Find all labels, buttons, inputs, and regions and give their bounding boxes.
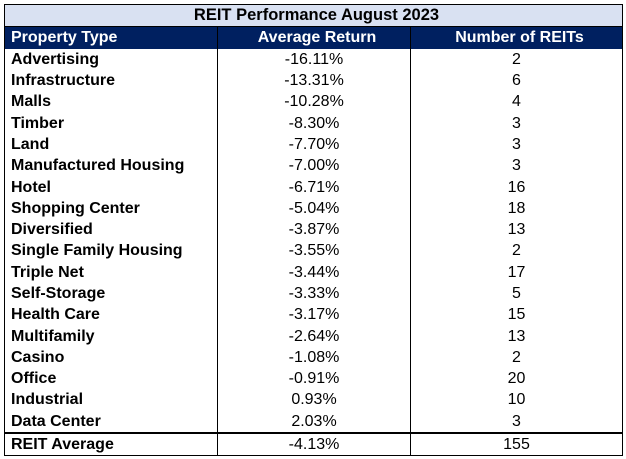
table-row: Triple Net -3.44% 17 xyxy=(4,261,623,283)
property-type-cell: Industrial xyxy=(4,389,218,411)
reit-count-cell: 5 xyxy=(410,282,623,305)
average-return-cell: -6.71% xyxy=(217,176,411,198)
average-return-cell: -2.64% xyxy=(217,325,411,347)
property-type-cell: Land xyxy=(4,133,218,156)
property-type-cell: Single Family Housing xyxy=(4,240,218,262)
table-body: Advertising -16.11% 2 Infrastructure -13.31%… xyxy=(4,48,623,433)
reit-count-cell: 4 xyxy=(410,91,623,113)
average-return-cell: -3.17% xyxy=(217,304,411,326)
reit-count-cell: 3 xyxy=(410,410,623,433)
reit-count-cell: 15 xyxy=(410,304,623,326)
table-row: Single Family Housing -3.55% 2 xyxy=(4,240,623,262)
table-row: Hotel -6.71% 16 xyxy=(4,176,623,198)
table-row: Advertising -16.11% 2 xyxy=(4,48,623,70)
average-return-cell: 0.93% xyxy=(217,389,411,411)
property-type-cell: Multifamily xyxy=(4,325,218,347)
average-return-cell: -3.55% xyxy=(217,240,411,262)
reit-count-cell: 17 xyxy=(410,261,623,283)
reit-count-cell: 20 xyxy=(410,368,623,390)
average-return-cell: -5.04% xyxy=(217,197,411,219)
property-type-cell: Triple Net xyxy=(4,261,218,283)
table-row: Industrial 0.93% 10 xyxy=(4,389,623,411)
reit-count-cell: 10 xyxy=(410,389,623,411)
column-header-number-of-reits: Number of REITs xyxy=(410,26,623,49)
table-row: Manufactured Housing -7.00% 3 xyxy=(4,155,623,177)
property-type-cell: Infrastructure xyxy=(4,69,218,92)
average-return-cell: -0.91% xyxy=(217,368,411,390)
property-type-cell: Hotel xyxy=(4,176,218,198)
table-row: Shopping Center -5.04% 18 xyxy=(4,197,623,219)
column-header-property-type: Property Type xyxy=(4,26,218,49)
average-row: REIT Average -4.13% 155 xyxy=(4,431,623,457)
average-return-cell: -16.11% xyxy=(217,48,411,70)
reit-count-cell: 13 xyxy=(410,218,623,241)
average-return-cell: -3.44% xyxy=(217,261,411,283)
average-return-cell: -13.31% xyxy=(217,69,411,92)
column-header-average-return: Average Return xyxy=(217,26,411,49)
property-type-cell: Casino xyxy=(4,346,218,369)
reit-performance-table: REIT Performance August 2023 Property Ty… xyxy=(4,3,623,457)
property-type-cell: Data Center xyxy=(4,410,218,433)
reit-count-cell: 13 xyxy=(410,325,623,347)
average-return: -4.13% xyxy=(217,431,411,457)
reit-count-cell: 3 xyxy=(410,155,623,177)
average-return-cell: -3.33% xyxy=(217,282,411,305)
average-return-cell: -1.08% xyxy=(217,346,411,369)
property-type-cell: Manufactured Housing xyxy=(4,155,218,177)
property-type-cell: Diversified xyxy=(4,218,218,241)
average-return-cell: -3.87% xyxy=(217,218,411,241)
table-row: Multifamily -2.64% 13 xyxy=(4,325,623,347)
property-type-cell: Timber xyxy=(4,112,218,134)
average-return-cell: -7.70% xyxy=(217,133,411,156)
table-title-row: REIT Performance August 2023 xyxy=(4,3,623,28)
property-type-cell: Health Care xyxy=(4,304,218,326)
reit-table-container: REIT Performance August 2023 Property Ty… xyxy=(4,3,623,457)
table-row: Infrastructure -13.31% 6 xyxy=(4,69,623,92)
average-return-cell: 2.03% xyxy=(217,410,411,433)
table-header-row: Property Type Average Return Number of R… xyxy=(4,26,623,49)
table-row: Data Center 2.03% 3 xyxy=(4,410,623,433)
table-row: Land -7.70% 3 xyxy=(4,133,623,156)
average-return-cell: -10.28% xyxy=(217,91,411,113)
table-row: Timber -8.30% 3 xyxy=(4,112,623,134)
average-count: 155 xyxy=(410,431,623,457)
reit-count-cell: 3 xyxy=(410,133,623,156)
property-type-cell: Shopping Center xyxy=(4,197,218,219)
reit-count-cell: 2 xyxy=(410,346,623,369)
average-return-cell: -7.00% xyxy=(217,155,411,177)
table-row: Casino -1.08% 2 xyxy=(4,346,623,369)
average-return-cell: -8.30% xyxy=(217,112,411,134)
property-type-cell: Office xyxy=(4,368,218,390)
reit-count-cell: 16 xyxy=(410,176,623,198)
reit-count-cell: 2 xyxy=(410,48,623,70)
property-type-cell: Advertising xyxy=(4,48,218,70)
table-title: REIT Performance August 2023 xyxy=(4,3,623,28)
reit-count-cell: 18 xyxy=(410,197,623,219)
property-type-cell: Self-Storage xyxy=(4,282,218,305)
table-row: Malls -10.28% 4 xyxy=(4,91,623,113)
table-row: Self-Storage -3.33% 5 xyxy=(4,282,623,305)
table-row: Office -0.91% 20 xyxy=(4,368,623,390)
reit-count-cell: 6 xyxy=(410,69,623,92)
reit-count-cell: 2 xyxy=(410,240,623,262)
table-row: Health Care -3.17% 15 xyxy=(4,304,623,326)
table-row: Diversified -3.87% 13 xyxy=(4,218,623,241)
average-label: REIT Average xyxy=(4,431,218,457)
reit-count-cell: 3 xyxy=(410,112,623,134)
property-type-cell: Malls xyxy=(4,91,218,113)
